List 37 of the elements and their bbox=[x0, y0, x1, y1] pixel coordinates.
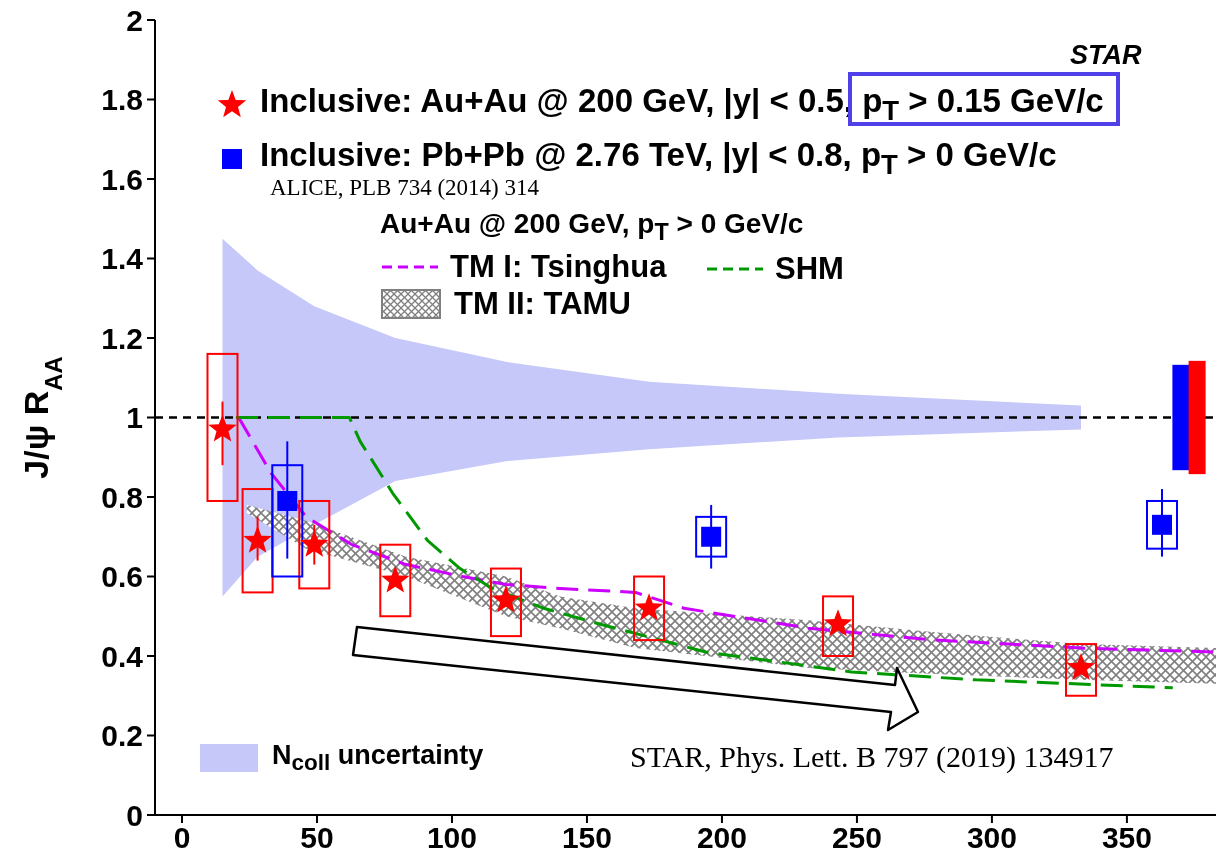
bar bbox=[633, 575, 666, 642]
point bbox=[277, 490, 298, 511]
y-tick-label: 2 bbox=[126, 3, 143, 37]
legend-label: TM I: Tsinghua bbox=[450, 249, 667, 285]
bar bbox=[241, 488, 274, 594]
x-tick-label: 250 bbox=[831, 821, 882, 850]
y-tick-label: 1.4 bbox=[101, 242, 144, 276]
y-tick-label: 0.2 bbox=[101, 719, 143, 753]
y-tick-label: 1 bbox=[126, 401, 143, 435]
x-tick-label: 150 bbox=[561, 821, 612, 850]
y-tick-label: 0.6 bbox=[101, 560, 143, 594]
y-tick-label: 0.4 bbox=[101, 639, 144, 673]
bar bbox=[489, 567, 522, 638]
y-tick-label: 1.2 bbox=[101, 321, 143, 355]
bar bbox=[822, 595, 855, 657]
x-tick-label: 100 bbox=[426, 821, 477, 850]
y-tick-label: 1.6 bbox=[101, 162, 143, 196]
legend-label: TM II: TAMU bbox=[454, 286, 631, 322]
x-tick-label: 50 bbox=[300, 821, 334, 850]
bar bbox=[1172, 364, 1190, 471]
annotation: STAR bbox=[1070, 40, 1142, 71]
y-tick-label: 0.8 bbox=[101, 480, 143, 514]
point bbox=[208, 414, 237, 442]
legend-title: Au+Au @ 200 GeV, p$_{T}$ > 0 GeV/c bbox=[380, 208, 804, 246]
bar bbox=[1065, 643, 1098, 697]
bar bbox=[379, 543, 412, 618]
legend-label: SHM bbox=[775, 251, 844, 287]
bar bbox=[1188, 360, 1206, 475]
y-tick-label: 1.8 bbox=[101, 83, 143, 117]
x-tick-label: 350 bbox=[1101, 821, 1152, 850]
x-tick-label: 200 bbox=[696, 821, 747, 850]
x-tick-label: 300 bbox=[966, 821, 1017, 850]
bar bbox=[298, 499, 331, 590]
x-tick-label: 0 bbox=[173, 821, 191, 850]
bar bbox=[206, 352, 239, 502]
annotation: STAR, Phys. Lett. B 797 (2019) 134917 bbox=[630, 740, 1114, 774]
legend-label: N$_{coll}$ uncertainty bbox=[272, 740, 484, 777]
